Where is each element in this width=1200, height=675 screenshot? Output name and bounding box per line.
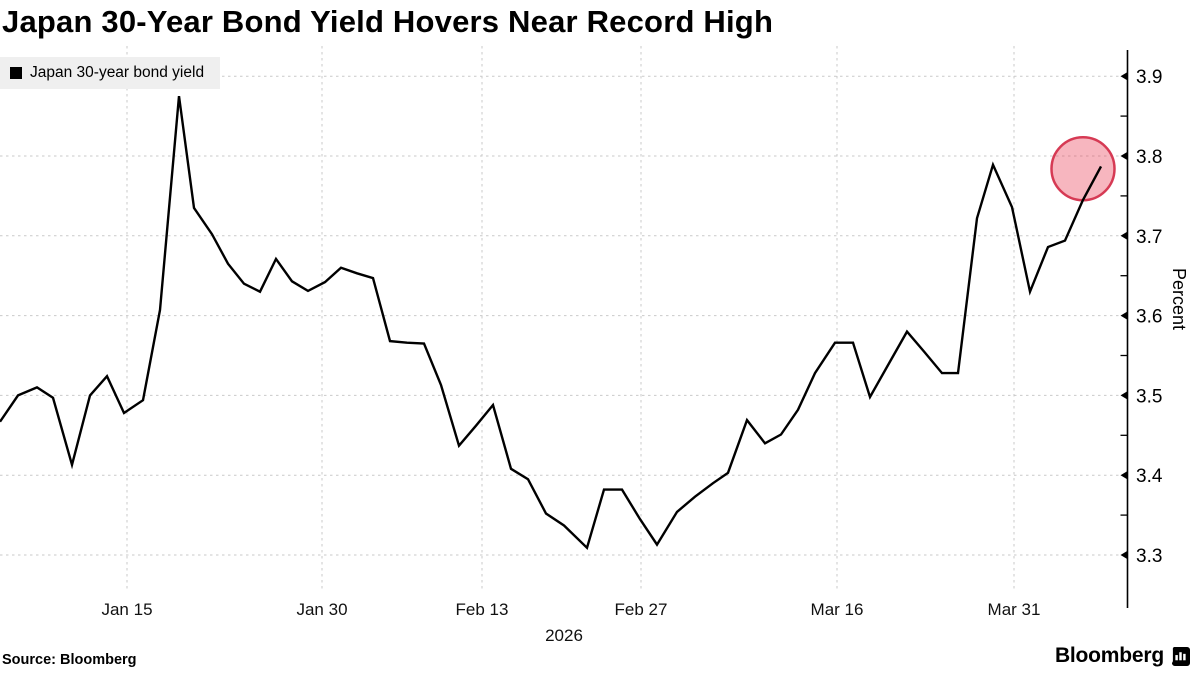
- y-major-tick-arrow: [1120, 311, 1128, 321]
- y-major-tick-arrow: [1120, 71, 1128, 81]
- legend-swatch: [10, 67, 22, 79]
- y-axis-title: Percent: [1169, 268, 1189, 331]
- x-tick-label: Jan 30: [296, 600, 348, 619]
- x-tick-label: Feb 27: [614, 600, 668, 619]
- y-tick-label: 3.6: [1136, 307, 1162, 328]
- data-line: [0, 95, 1103, 551]
- y-major-tick-arrow: [1120, 550, 1128, 560]
- y-major-tick-arrow: [1120, 151, 1128, 161]
- x-tick-label: Mar 31: [987, 600, 1041, 619]
- bloomberg-logo: Bloomberg: [1055, 644, 1190, 668]
- x-axis-labels: Jan 15 Jan 30 Feb 13 Feb 27 Mar 16 Mar 31: [0, 600, 1200, 622]
- y-tick-label: 3.3: [1136, 546, 1162, 567]
- y-major-tick-arrow: [1120, 231, 1128, 241]
- source-note: Source: Bloomberg: [2, 652, 137, 668]
- y-major-tick-arrow: [1120, 470, 1128, 480]
- y-tick-label: 3.8: [1136, 147, 1162, 168]
- y-tick-label: 3.5: [1136, 386, 1162, 407]
- x-tick-label: Feb 13: [455, 600, 509, 619]
- y-major-tick-arrow: [1120, 390, 1128, 400]
- legend: Japan 30-year bond yield: [0, 57, 221, 89]
- x-tick-label: Mar 16: [810, 600, 864, 619]
- y-tick-label: 3.9: [1136, 67, 1162, 88]
- highlight-circle: [1050, 136, 1116, 202]
- x-axis-year-label: 2026: [545, 626, 583, 645]
- x-tick-label: Jan 15: [101, 600, 153, 619]
- y-tick-label: 3.4: [1136, 466, 1163, 487]
- y-tick-label: 3.7: [1136, 227, 1162, 248]
- legend-label: Japan 30-year bond yield: [30, 64, 205, 81]
- bloomberg-chart-icon: [1171, 646, 1190, 666]
- chart-title: Japan 30-Year Bond Yield Hovers Near Rec…: [2, 4, 774, 39]
- bloomberg-wordmark: Bloomberg: [1054, 644, 1164, 667]
